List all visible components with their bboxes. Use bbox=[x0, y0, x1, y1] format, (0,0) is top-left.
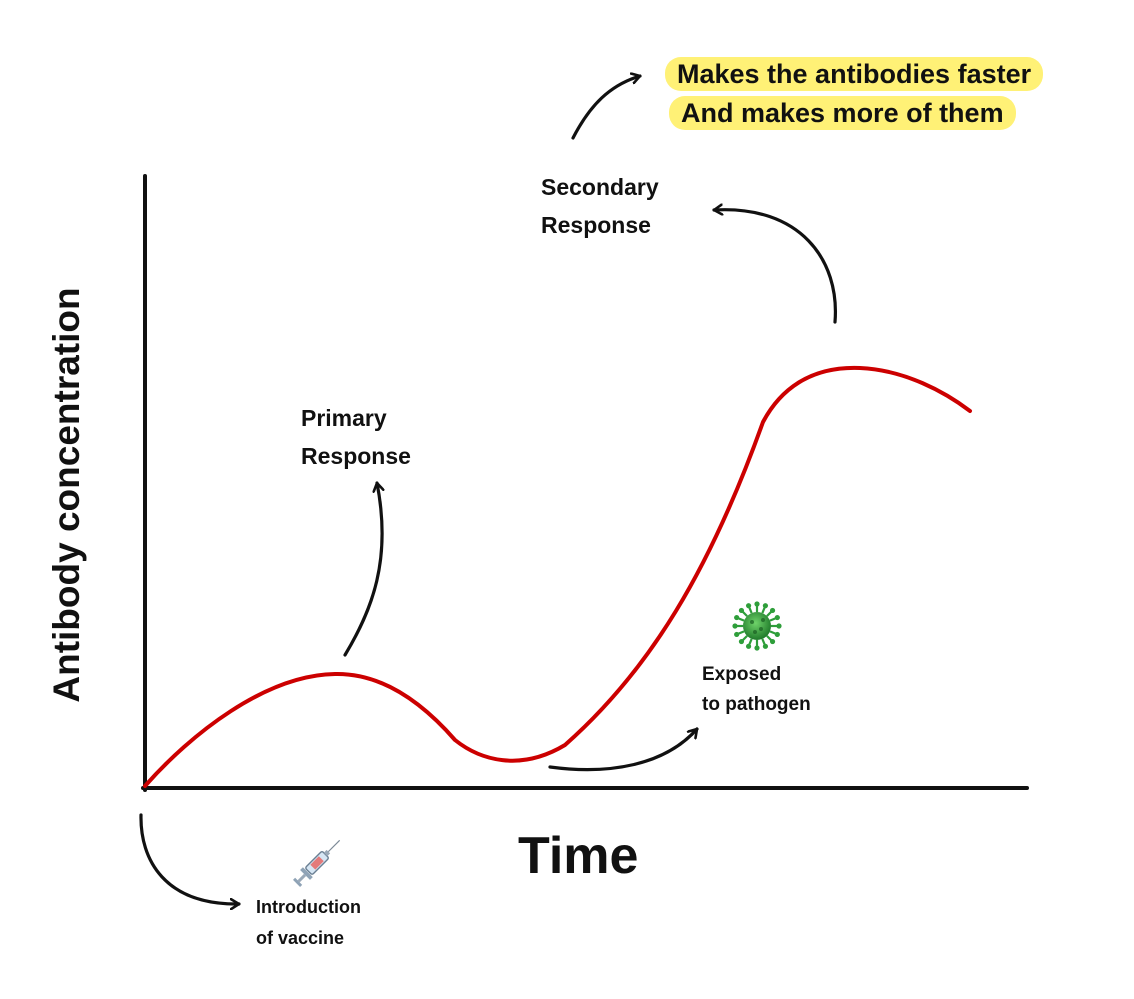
note-line1: Makes the antibodies faster bbox=[665, 57, 1044, 91]
vaccine-line2: of vaccine bbox=[256, 928, 345, 948]
exposed-line1: Exposed bbox=[702, 664, 782, 685]
antibody-curve bbox=[143, 365, 972, 788]
vaccine-label: Introduction of vaccine bbox=[256, 892, 361, 954]
exposed-line2: to pathogen bbox=[702, 694, 811, 715]
secondary-response-label: Secondary Response bbox=[541, 168, 659, 244]
secondary-response-line1: Secondary bbox=[541, 174, 659, 200]
primary-response-arrow bbox=[343, 481, 382, 657]
vaccine-line1: Introduction bbox=[256, 897, 361, 917]
primary-response-line2: Response bbox=[301, 443, 411, 469]
note-line2: And makes more of them bbox=[669, 96, 1016, 130]
exposed-label: Exposed to pathogen bbox=[702, 660, 811, 720]
y-axis-label: Antibody concentration bbox=[46, 287, 87, 703]
secondary-response-arrow bbox=[712, 210, 837, 324]
primary-response-line1: Primary bbox=[301, 405, 387, 431]
primary-response-label: Primary Response bbox=[301, 399, 411, 475]
syringe-icon bbox=[293, 839, 341, 887]
x-axis-label: Time bbox=[518, 827, 639, 885]
vaccine-arrow bbox=[139, 813, 241, 904]
secondary-response-line2: Response bbox=[541, 212, 651, 238]
virus-icon bbox=[732, 601, 782, 651]
note-arrow bbox=[571, 76, 642, 140]
exposed-arrow bbox=[548, 727, 699, 772]
